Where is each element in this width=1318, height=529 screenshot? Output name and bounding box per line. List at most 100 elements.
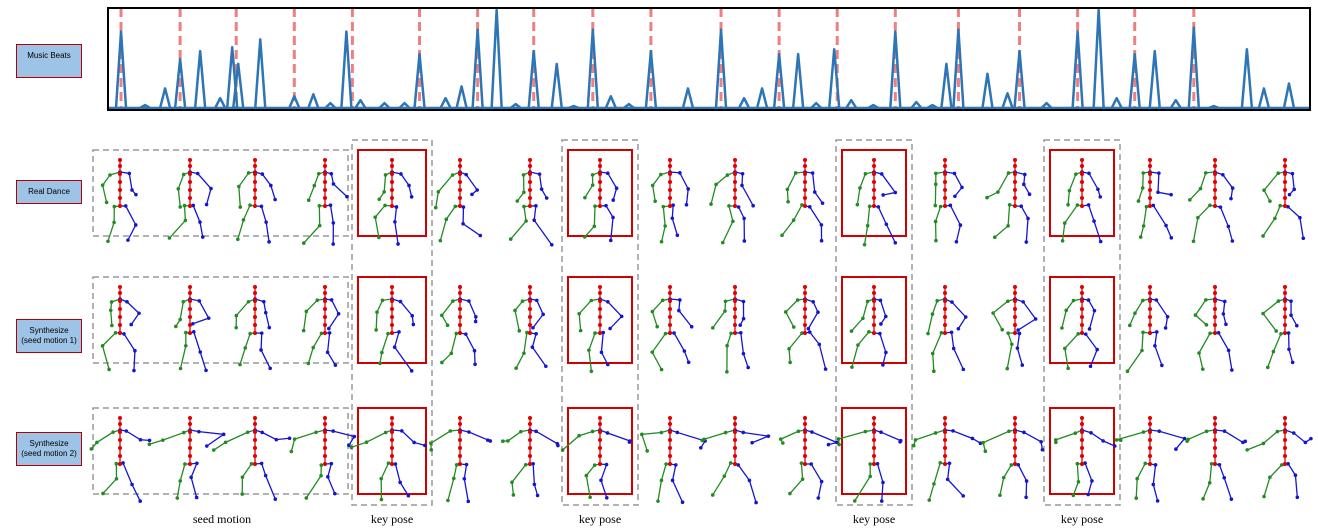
joint [534,430,538,434]
spine-joint [390,416,394,420]
limb [995,205,1015,237]
joint [1135,477,1139,481]
spine-joint [1283,446,1287,450]
joint [1099,240,1103,244]
spine-joint [1213,164,1217,168]
spine-joint [1148,462,1152,466]
spine-joint [1080,188,1084,192]
joint [736,463,740,467]
limb [987,172,1015,198]
limb [1082,333,1097,366]
joint [1188,198,1192,202]
limb [914,430,945,446]
joint [501,439,505,443]
joint [183,204,187,208]
spine-joint [943,323,947,327]
joint [1268,199,1272,203]
limb [805,172,823,203]
joint [1093,309,1097,313]
spine-joint [1213,422,1217,426]
spine-joint [528,299,532,303]
spine-joint [1080,299,1084,303]
joint [134,193,138,197]
spine-joint [1080,422,1084,426]
joint [519,430,523,434]
joint [207,316,211,320]
limb [190,332,206,371]
joint [1231,186,1235,190]
limb [929,463,945,500]
onset-peak [1284,84,1294,109]
spine-joint [253,416,257,420]
joint [660,431,664,435]
limb [1285,206,1303,238]
joint [1292,431,1296,435]
limb [255,430,290,440]
spine-joint [943,438,947,442]
joint [811,171,815,175]
spine-joint [323,430,327,434]
limb [652,299,670,327]
joint [175,496,179,500]
spine-joint [458,299,462,303]
joint [1021,300,1025,304]
joint [1208,204,1212,208]
spine-joint [253,164,257,168]
limb [670,205,677,235]
limb [945,299,966,329]
onset-peak [1112,98,1122,108]
joint [290,450,294,454]
joint [885,222,889,226]
limb [600,299,622,329]
spine-joint [733,299,737,303]
joint [1076,332,1080,336]
joint [105,201,109,205]
spine-joint [1080,291,1084,295]
joint [1076,203,1080,207]
joint [711,493,715,497]
joint [1073,431,1077,435]
joint [1087,203,1091,207]
onset-peak [1002,93,1012,108]
joint [724,299,728,303]
limb [662,206,670,242]
joint [601,331,605,335]
limb [120,430,150,440]
spine-joint [1148,164,1152,168]
joint [1140,349,1144,353]
joint [196,172,200,176]
joint [661,299,665,303]
joint [577,312,581,316]
spine-joint [1148,196,1152,200]
spine-joint [668,462,672,466]
joint [267,326,271,330]
spine-joint [253,180,257,184]
joint [1288,193,1292,197]
joint [320,332,324,336]
spine-joint [458,331,462,335]
spine-joint [803,158,807,162]
joint [879,299,883,303]
joint [1064,309,1068,313]
spine-joint [458,307,462,311]
spine-joint [323,180,327,184]
limb [376,299,392,330]
spine-joint [1013,438,1017,442]
joint [1276,430,1280,434]
spine-joint [458,164,462,168]
spine-joint [1148,323,1152,327]
joint [1101,439,1105,443]
spine-joint [598,416,602,420]
joint [640,433,644,437]
joint [337,312,341,316]
joint [101,183,105,187]
joint [786,200,790,204]
joint [262,300,266,304]
joint [1276,171,1280,175]
joint [1126,369,1130,373]
spine-joint [528,422,532,426]
spine-joint [872,430,876,434]
spine-joint [188,204,192,208]
spine-joint [390,462,394,466]
spine-joint [528,188,532,192]
